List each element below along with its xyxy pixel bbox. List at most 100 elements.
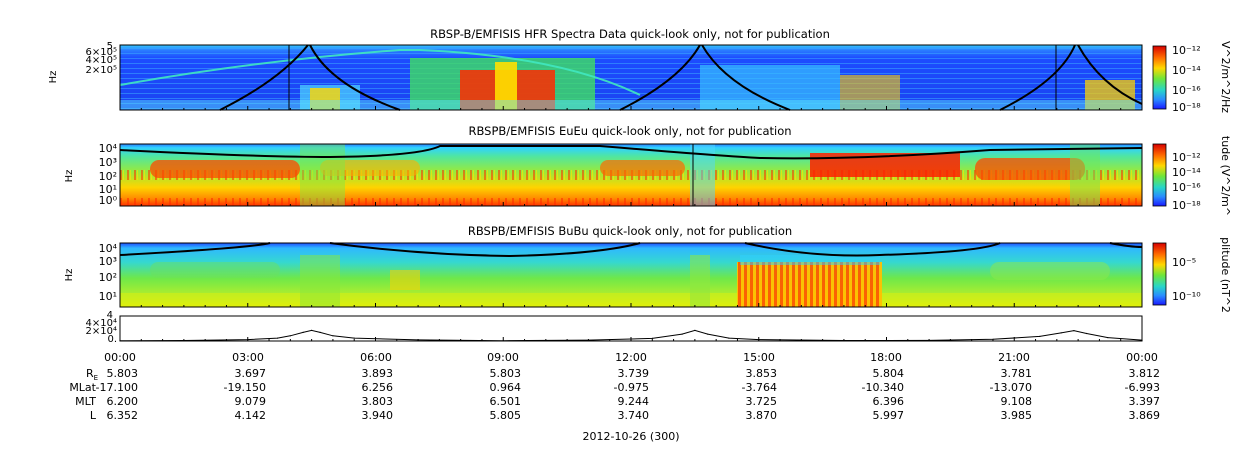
panel-eueu-ytick-label: 10¹ xyxy=(99,183,117,196)
ephemeris-value-mlt: 6.200 xyxy=(107,395,139,408)
ephemeris-value-mlat: -19.150 xyxy=(224,381,266,394)
panel-bubu-cbar-tick: 10⁻⁵ xyxy=(1172,256,1196,269)
ephemeris-value-l: 3.985 xyxy=(1001,409,1033,422)
ephemeris-value-mlat: -6.993 xyxy=(1125,381,1160,394)
panel-line-ytop-exponent: 4 xyxy=(107,310,113,321)
line-point xyxy=(1086,332,1088,335)
line-point xyxy=(728,337,730,339)
ephemeris-value-l: 5.805 xyxy=(490,409,522,422)
panel-bubu-ytick-label: 10⁴ xyxy=(99,242,118,255)
panel-eueu-ylabel: Hz xyxy=(64,170,75,183)
date-label: 2012-10-26 (300) xyxy=(582,430,679,443)
panel-bubu-colorbar: 10⁻⁵ 10⁻¹⁰ plitude (nT^2 xyxy=(1152,237,1232,313)
ephemeris-value-mlat: -17.100 xyxy=(96,381,138,394)
panel-bubu-ytick-label: 10³ xyxy=(99,255,117,268)
panel-eueu-ytick-label: 10² xyxy=(99,170,117,183)
ephemeris-value-mlt: 9.108 xyxy=(1001,395,1033,408)
ephemeris-value-re: 5.804 xyxy=(873,367,905,380)
line-point xyxy=(1060,332,1062,334)
panel-eueu-cbar-tick: 10⁻¹⁴ xyxy=(1172,166,1201,179)
panel-bubu-cbar-tick: 10⁻¹⁰ xyxy=(1172,290,1201,303)
panel-hfr-cbar-tick: 10⁻¹⁸ xyxy=(1172,101,1201,114)
ephemeris-value-re: 3.697 xyxy=(235,367,267,380)
time-tick-label: 00:00 xyxy=(1126,351,1158,364)
ephemeris-label-mlt: MLT xyxy=(75,395,96,408)
ephemeris-value-re: 3.781 xyxy=(1001,367,1033,380)
panel-hfr-spectrogram xyxy=(119,44,1143,111)
panel-bubu-yaxis: 10⁴ 10³ 10² 10¹ Hz xyxy=(64,242,118,303)
line-point xyxy=(1107,337,1109,339)
ephemeris-value-l: 3.740 xyxy=(618,409,650,422)
panel-bubu-title: RBSPB/EMFISIS BuBu quick-look only, not … xyxy=(468,224,792,238)
panel-hfr-ytick-label: 4×10⁵ xyxy=(86,55,117,66)
line-point xyxy=(694,329,696,331)
panel-line-ytick-label: 2×10⁴ xyxy=(86,326,117,337)
time-tick-label: 00:00 xyxy=(104,351,136,364)
ephemeris-value-l: 3.940 xyxy=(362,409,394,422)
ephemeris-value-re: 3.812 xyxy=(1129,367,1161,380)
panel-bubu-ytick-label: 10¹ xyxy=(99,290,117,303)
ephemeris-value-mlt: 3.725 xyxy=(746,395,778,408)
ephemeris-value-l: 3.870 xyxy=(746,409,778,422)
line-point xyxy=(1039,335,1041,337)
ephemeris-value-mlt: 3.803 xyxy=(362,395,394,408)
panel-hfr-yaxis: 5 6×10⁵ 4×10⁵ 2×10⁵ Hz xyxy=(48,41,117,83)
line-point xyxy=(353,337,355,339)
time-tick-label: 21:00 xyxy=(998,351,1030,364)
panel-hfr-cbar-tick: 10⁻¹⁴ xyxy=(1172,64,1201,77)
ephemeris-value-l: 6.352 xyxy=(107,409,139,422)
ephemeris-value-mlat: 6.256 xyxy=(362,381,394,394)
panel-bubu-spectrogram xyxy=(119,242,1143,307)
ephemeris-value-re: 5.803 xyxy=(490,367,522,380)
panel-eueu-cbar-tick: 10⁻¹⁸ xyxy=(1172,199,1201,212)
time-tick-label: 06:00 xyxy=(360,351,392,364)
ephemeris-value-mlt: 9.079 xyxy=(235,395,267,408)
line-point xyxy=(651,337,653,339)
ephemeris-table: RE MLat MLT L 5.803 3.697 3.893 5.803 3.… xyxy=(69,367,1160,422)
panel-eueu-overlay-line xyxy=(119,145,1143,160)
ephemeris-values: 5.803 3.697 3.893 5.803 3.739 3.853 5.80… xyxy=(96,367,1160,422)
panel-eueu-spectrogram xyxy=(119,144,1143,206)
line-point xyxy=(277,337,279,339)
ephemeris-value-re: 5.803 xyxy=(107,367,139,380)
panel-eueu-cbar-tick: 10⁻¹² xyxy=(1172,151,1201,164)
ephemeris-value-mlat: 0.964 xyxy=(490,381,522,394)
panel-hfr-colorbar: 10⁻¹² 10⁻¹⁴ 10⁻¹⁶ 10⁻¹⁸ V^2/m^2/Hz xyxy=(1152,41,1232,114)
ephemeris-value-mlt: 6.501 xyxy=(490,395,522,408)
panel-bubu-ylabel: Hz xyxy=(64,269,75,282)
ephemeris-value-mlat: -13.070 xyxy=(990,381,1032,394)
panel-eueu-title: RBSPB/EMFISIS EuEu quick-look only, not … xyxy=(468,124,791,138)
panel-line-ytick-label: 0. xyxy=(107,334,117,345)
panel-eueu-ytick-label: 10⁴ xyxy=(99,142,118,155)
time-axis-ticks xyxy=(119,106,1143,341)
line-point xyxy=(1073,330,1075,332)
panel-bubu-overlay-line xyxy=(119,242,1143,258)
panel-eueu-ytick-label: 10³ xyxy=(99,156,117,169)
ephemeris-value-re: 3.739 xyxy=(618,367,650,380)
time-tick-label: 03:00 xyxy=(232,351,264,364)
panel-eueu-ytick-label: 10⁰ xyxy=(99,194,118,207)
ephemeris-value-l: 5.997 xyxy=(873,409,905,422)
panel-hfr-cbar-tick: 10⁻¹² xyxy=(1172,44,1201,57)
ephemeris-value-mlat: -0.975 xyxy=(614,381,649,394)
panel-hfr-ytop-exponent: 5 xyxy=(107,41,113,52)
ephemeris-value-l: 3.869 xyxy=(1129,409,1161,422)
panel-hfr-cbar-tick: 10⁻¹⁶ xyxy=(1172,84,1201,97)
line-point xyxy=(289,335,291,337)
ephemeris-value-mlt: 6.396 xyxy=(873,395,905,408)
ephemeris-value-re: 3.893 xyxy=(362,367,394,380)
line-point xyxy=(319,331,321,333)
panel-line-yaxis: 4 4×10⁴ 2×10⁴ 0. xyxy=(86,310,117,345)
ephemeris-value-mlat: -10.340 xyxy=(862,381,904,394)
panel-eueu-yaxis: 10⁴ 10³ 10² 10¹ 10⁰ Hz xyxy=(64,142,118,207)
line-point xyxy=(302,331,304,333)
panel-hfr-ytick-label: 2×10⁵ xyxy=(86,65,117,76)
time-axis-labels: 00:00 03:00 06:00 09:00 12:00 15:00 18:0… xyxy=(104,351,1158,364)
ephemeris-label-mlat: MLat xyxy=(69,381,96,394)
panel-line-ytick-label: 4×10⁴ xyxy=(86,318,117,329)
panel-eueu-cbar-tick: 10⁻¹⁶ xyxy=(1172,181,1201,194)
time-tick-label: 12:00 xyxy=(615,351,647,364)
line-point xyxy=(707,333,709,335)
panel-bubu-cbar-label: plitude (nT^2 xyxy=(1219,237,1232,313)
